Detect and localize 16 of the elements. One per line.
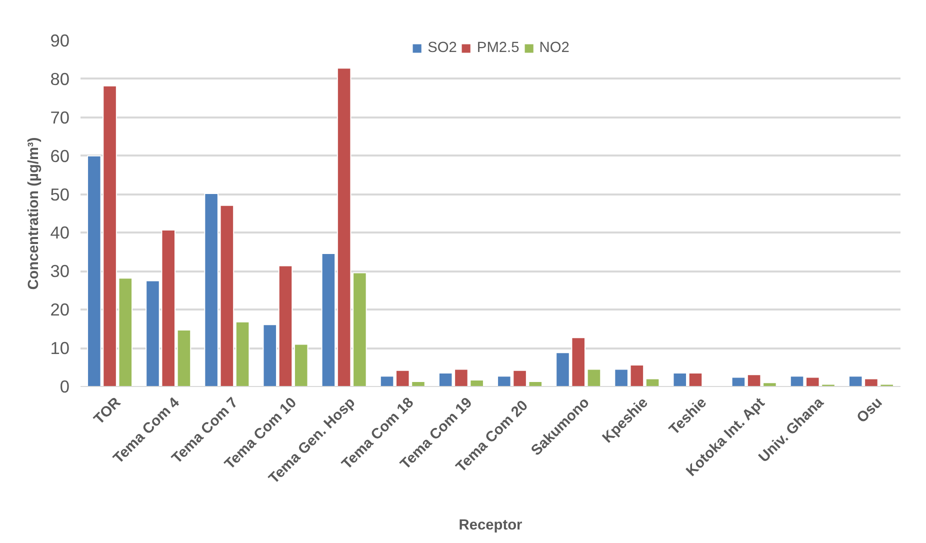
legend-label: PM2.5 <box>476 40 520 56</box>
y-tick-label: 90 <box>50 30 70 50</box>
y-tick-label: 40 <box>50 222 70 243</box>
y-tick-label: 10 <box>50 338 70 358</box>
x-tick-label: Osu <box>854 394 886 426</box>
x-axis-title: Receptor <box>458 518 523 534</box>
y-tick-label: 70 <box>50 107 70 128</box>
y-tick-label: 80 <box>50 68 70 89</box>
y-tick-label: 60 <box>50 146 70 166</box>
y-tick-label: 30 <box>50 261 70 282</box>
legend-label: NO2 <box>539 40 570 56</box>
y-axis-title: Concentration (µg/m³) <box>26 137 42 290</box>
y-tick-label: 0 <box>60 376 70 396</box>
y-tick-label: 20 <box>50 300 70 320</box>
y-tick-label: 50 <box>50 184 70 204</box>
legend-label: SO2 <box>428 40 457 56</box>
